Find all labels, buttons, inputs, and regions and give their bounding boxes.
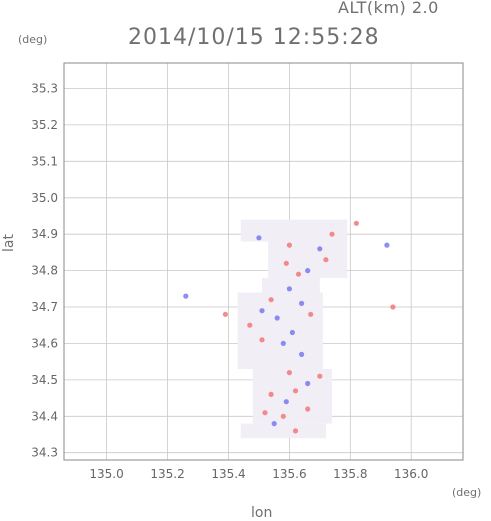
x-tick-label: 136.0 — [394, 467, 428, 481]
negative-point — [280, 340, 286, 346]
y-tick-label: 35.0 — [31, 191, 58, 205]
negative-point — [299, 351, 305, 357]
positive-point — [353, 220, 359, 226]
y-tick-label: 35.1 — [31, 154, 58, 168]
positive-point — [305, 406, 311, 412]
chart-title: 2014/10/15 12:55:28 — [128, 25, 380, 50]
y-tick-label: 34.9 — [31, 227, 58, 241]
y-tick-label: 34.7 — [31, 300, 58, 314]
y-unit-label: (deg) — [18, 33, 48, 46]
negative-point — [271, 421, 277, 427]
positive-point — [247, 322, 253, 328]
positive-point — [262, 410, 268, 416]
positive-point — [317, 373, 323, 379]
coverage-region — [262, 277, 320, 293]
plot-frame — [63, 62, 464, 461]
y-tick-label: 34.6 — [31, 336, 58, 350]
x-axis-label: lon — [251, 505, 273, 521]
positive-point — [292, 388, 299, 394]
x-tick-label: 135.4 — [211, 467, 245, 481]
positive-point — [286, 370, 292, 376]
coverage-region — [237, 292, 323, 369]
positive-point — [323, 257, 329, 263]
altitude-label: ALT(km) 2.0 — [338, 0, 439, 17]
positive-point — [283, 260, 289, 266]
x-unit-label: (deg) — [452, 486, 482, 499]
x-tick-label: 135.8 — [333, 467, 367, 481]
positive-point — [308, 311, 314, 317]
x-tick-label: 135.2 — [150, 467, 184, 481]
positive-point — [222, 311, 228, 317]
negative-point — [289, 329, 295, 336]
x-tick-label: 135.0 — [89, 467, 123, 481]
negative-point — [305, 268, 311, 274]
coverage-region — [240, 219, 348, 242]
negative-point — [256, 235, 262, 241]
positive-point — [268, 391, 274, 397]
y-tick-label: 34.3 — [31, 446, 58, 460]
positive-point — [268, 297, 274, 303]
positive-point — [390, 304, 396, 310]
negative-point — [274, 315, 280, 321]
positive-point — [280, 413, 286, 419]
negative-point — [305, 380, 311, 387]
negative-point — [259, 308, 265, 314]
negative-point — [283, 399, 289, 405]
y-tick-label: 34.8 — [31, 264, 58, 278]
negative-point — [317, 246, 323, 252]
positive-point — [292, 428, 299, 434]
y-tick-label: 34.5 — [31, 373, 58, 387]
positive-point — [286, 242, 292, 248]
y-tick-label: 35.3 — [31, 82, 58, 96]
positive-point — [259, 337, 265, 343]
negative-point — [286, 286, 292, 292]
x-tick-label: 135.6 — [272, 467, 306, 481]
positive-point — [329, 231, 335, 237]
negative-point — [183, 293, 189, 299]
y-tick-label: 34.4 — [31, 409, 58, 423]
negative-point — [384, 242, 390, 248]
coverage-region — [240, 423, 326, 439]
negative-point — [299, 300, 305, 306]
positive-point — [295, 271, 302, 277]
y-tick-label: 35.2 — [31, 118, 58, 132]
